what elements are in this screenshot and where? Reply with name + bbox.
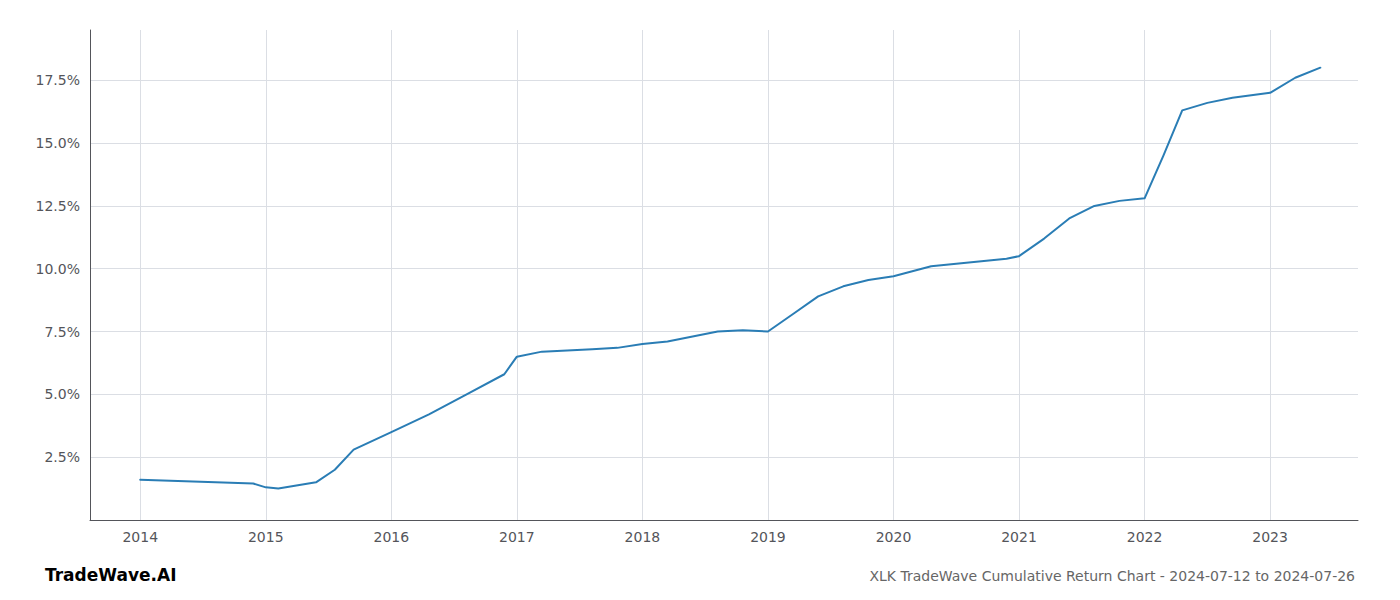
svg-text:2022: 2022 <box>1127 529 1163 545</box>
svg-text:10.0%: 10.0% <box>36 261 80 277</box>
svg-text:12.5%: 12.5% <box>36 198 80 214</box>
svg-text:2018: 2018 <box>625 529 661 545</box>
svg-text:2020: 2020 <box>876 529 912 545</box>
svg-text:2019: 2019 <box>750 529 786 545</box>
svg-text:7.5%: 7.5% <box>44 324 80 340</box>
svg-text:2021: 2021 <box>1001 529 1037 545</box>
svg-text:2023: 2023 <box>1252 529 1288 545</box>
svg-text:15.0%: 15.0% <box>36 135 80 151</box>
svg-text:XLK TradeWave Cumulative Retur: XLK TradeWave Cumulative Return Chart - … <box>869 568 1355 584</box>
svg-text:2016: 2016 <box>373 529 409 545</box>
svg-text:5.0%: 5.0% <box>44 386 80 402</box>
svg-text:TradeWave.AI: TradeWave.AI <box>45 565 176 585</box>
svg-text:2014: 2014 <box>122 529 158 545</box>
svg-text:2.5%: 2.5% <box>44 449 80 465</box>
svg-text:2015: 2015 <box>248 529 284 545</box>
svg-text:17.5%: 17.5% <box>36 72 80 88</box>
svg-text:2017: 2017 <box>499 529 535 545</box>
